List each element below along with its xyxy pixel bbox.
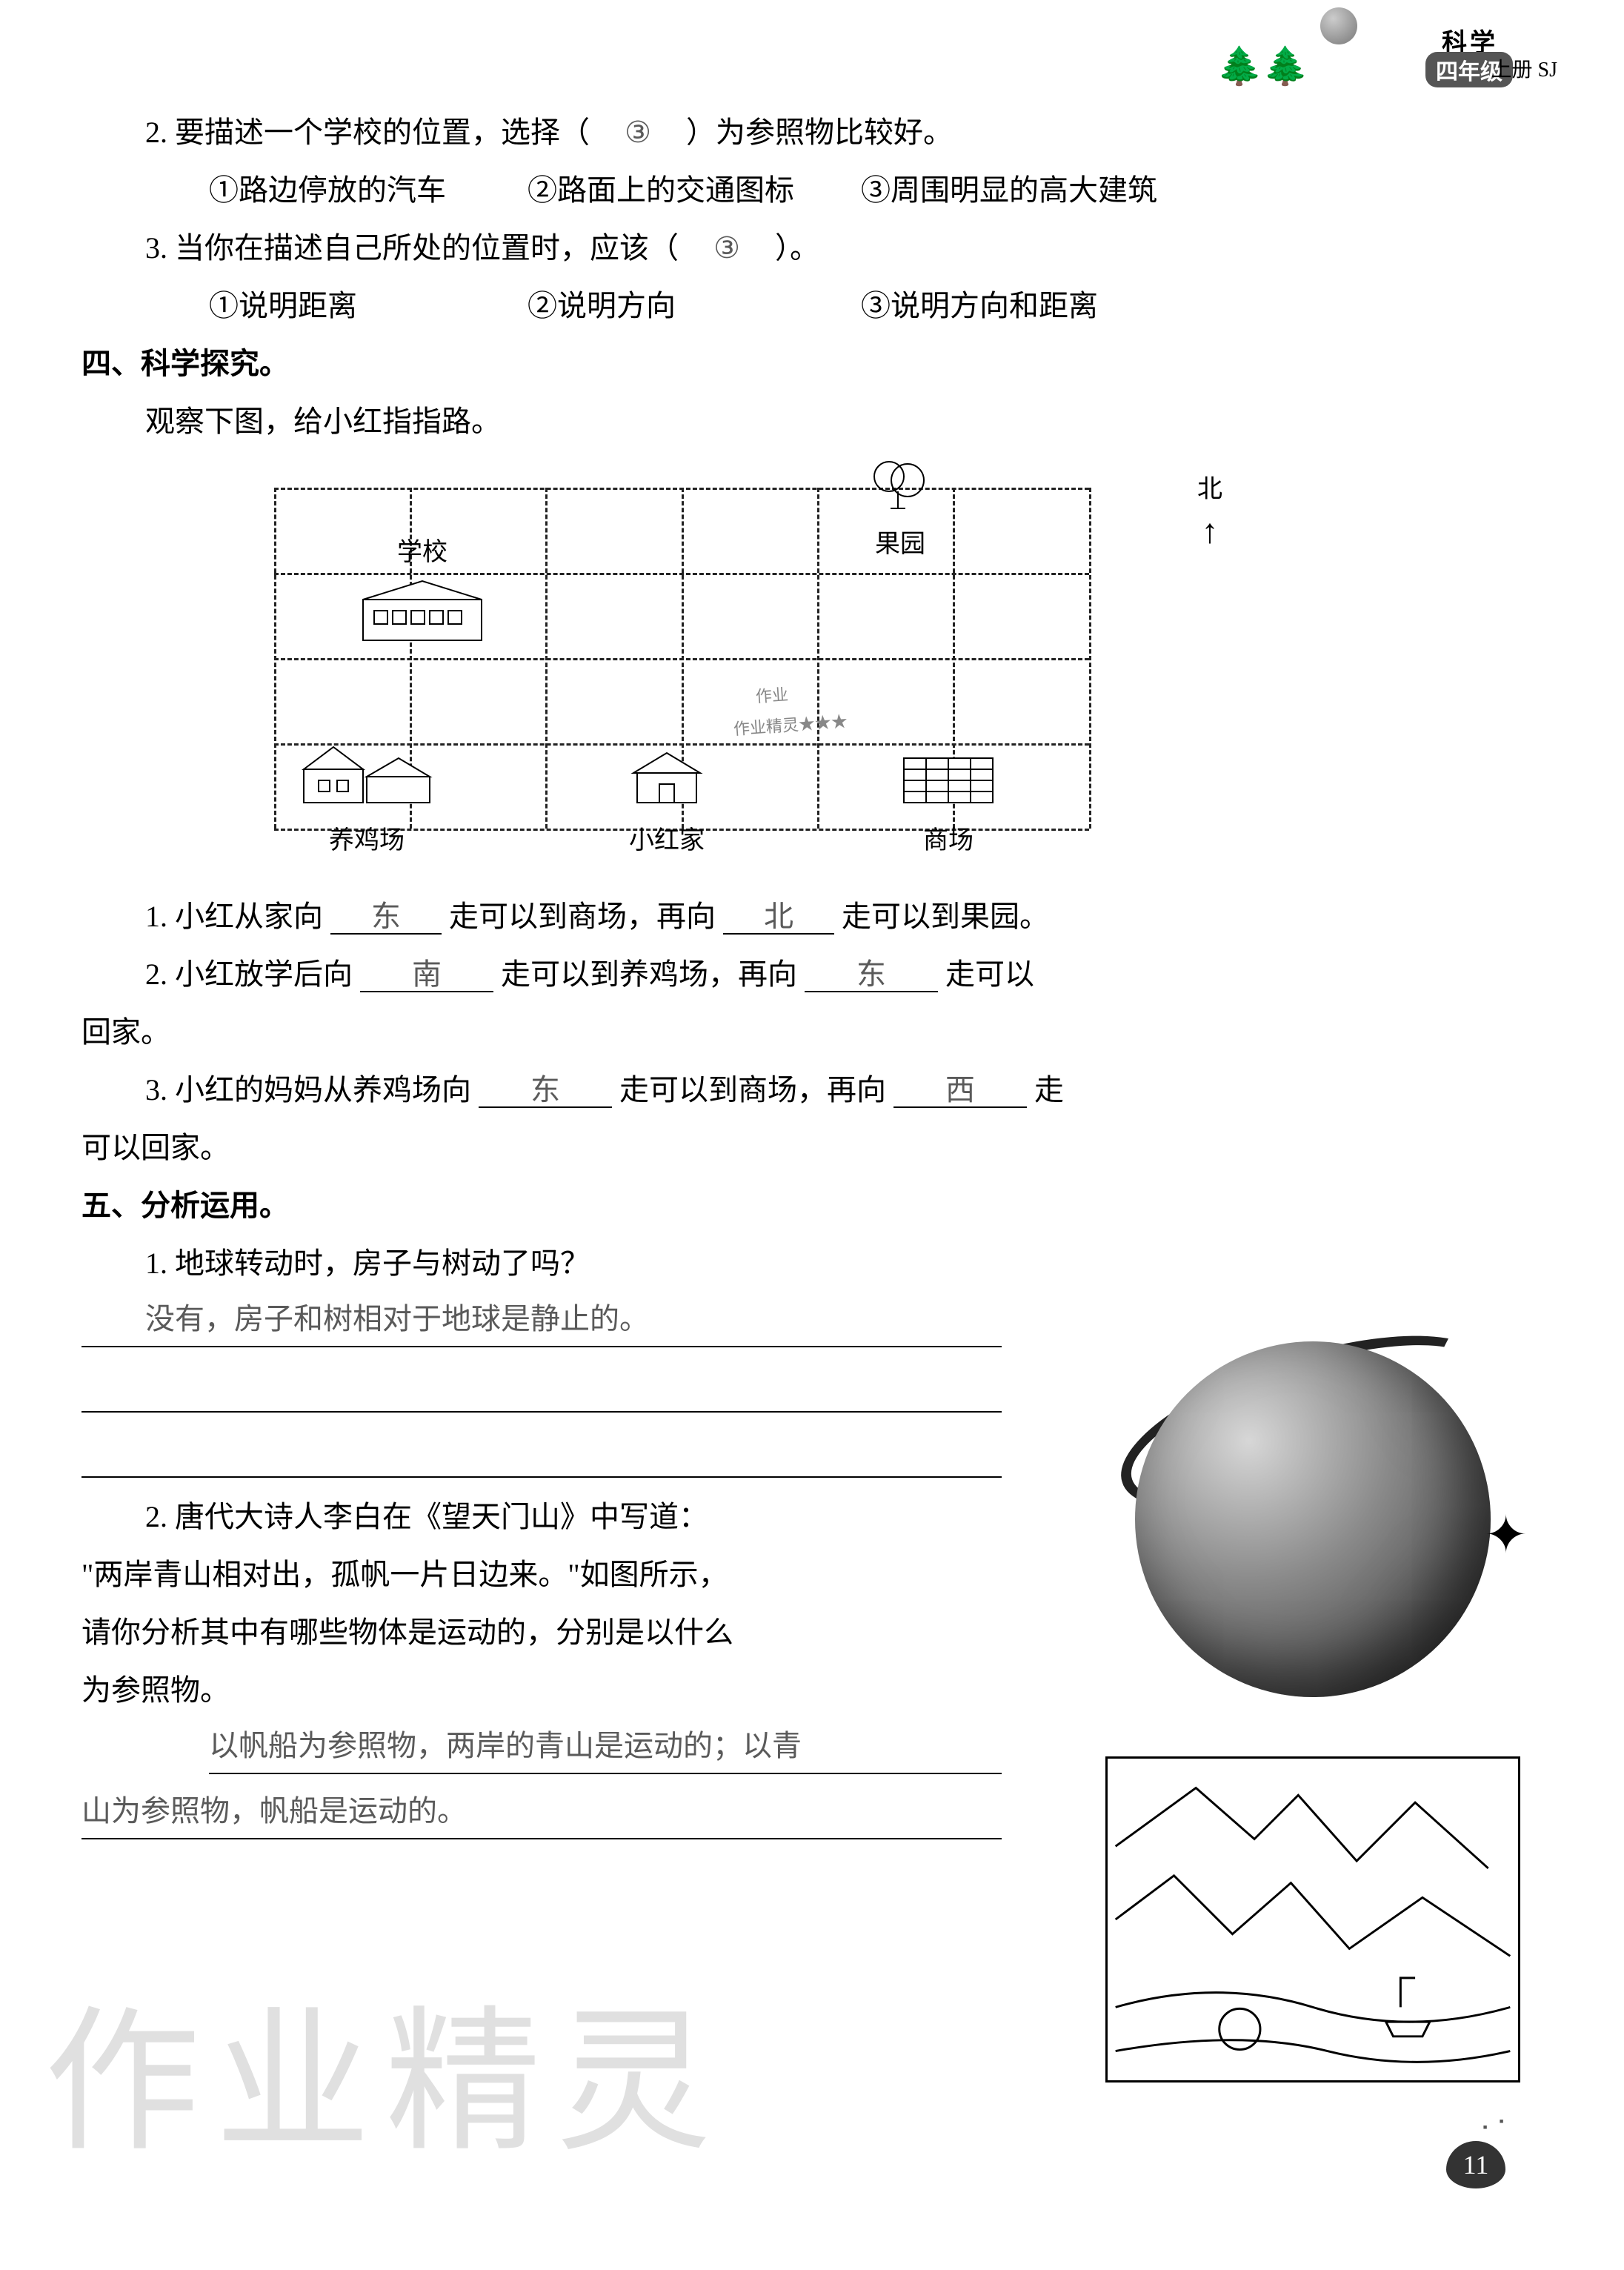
sec5-q2-line2: "两岸青山相对出，孤帆一片日边来。"如图所示， [81,1546,1068,1604]
school-label: 学校 [397,539,447,566]
map-mall: 商场 [896,747,1000,866]
q3-opt1: ①说明距离 [209,277,520,335]
q2-opt3: ③周围明显的高大建筑 [861,173,1157,207]
q3-opt3: ③说明方向和距离 [861,289,1098,322]
sec5-q1-stem: 1. 地球转动时，房子与树动了吗？ [81,1235,1068,1292]
map-farm: 养鸡场 [296,740,437,866]
sec4-q1: 1. 小红从家向 东 走可以到商场，再向 北 走可以到果园。 [81,888,1543,946]
map-home: 小红家 [622,747,711,866]
farm-label: 养鸡场 [329,827,405,854]
mall-label: 商场 [923,827,974,854]
planet-icon [1320,7,1357,44]
sec4-q1-b: 走可以到商场，再向 [449,900,716,933]
q3-text-b: ）。 [775,231,819,265]
q2-opt1: ①路边停放的汽车 [209,162,520,219]
north-indicator: 北 ↑ [1197,465,1222,548]
sec4-q2-c: 走可以 [945,958,1034,991]
sec5-q1-blank2 [81,1423,1002,1478]
sec5-q2-line4: 为参照物。 [81,1662,1068,1719]
mall-icon [896,747,1000,814]
header-volume: 上册 SJ [1491,53,1557,83]
north-arrow-icon: ↑ [1197,514,1222,548]
sec5-q2-ans1: 以帆船为参照物，两岸的青山是运动的；以青 [209,1719,1002,1774]
sec4-head: 四、科学探究。 [81,335,1543,393]
page-header: 🌲🌲 科学 四年级 上册 SJ [1231,15,1543,104]
sec4-q3-b: 走可以到商场，再向 [619,1073,886,1106]
q2-text-b: ）为参照物比较好。 [686,116,953,149]
satellite-icon: ✦ [1484,1504,1528,1566]
sec4-q1-c: 走可以到果园。 [842,900,1049,933]
sec5-q2-line1: 2. 唐代大诗人李白在《望天门山》中写道： [81,1488,1068,1546]
q2-opt2: ②路面上的交通图标 [528,162,853,219]
map-orchard: 果园 [867,458,934,569]
sec4-q2-b: 走可以到养鸡场，再向 [501,958,797,991]
orchard-label: 果园 [875,531,925,558]
sec5-q1-num: 1. [145,1247,167,1280]
sec5-head: 五、分析运用。 [81,1177,1543,1235]
q2-num: 2. [145,116,167,149]
sec4-q3-a: 小红的妈妈从养鸡场向 [175,1073,471,1106]
sec4-q2: 2. 小红放学后向 南 走可以到养鸡场，再向 东 走可以 [81,946,1543,1003]
sec5-q1-text: 地球转动时，房子与树动了吗？ [175,1247,590,1280]
school-icon [359,577,485,651]
globe-ball-icon [1135,1341,1491,1697]
q2-stem: 2. 要描述一个学校的位置，选择（ ③ ）为参照物比较好。 [81,104,1543,162]
map-watermark1: 作业 [755,680,790,714]
sec4-q2-num: 2. [145,958,167,991]
sec5-q2-ans2: 山为参照物，帆船是运动的。 [81,1785,1002,1839]
pawprint-icon: ⠄⠂ [1480,2111,1513,2137]
sec4-q2-cont: 回家。 [81,1003,1543,1061]
mountain-figure [1105,1756,1520,2083]
sec4-q3-ans1: 东 [479,1074,612,1108]
sec4-q3-num: 3. [145,1073,167,1106]
watermark-footer: 作业精灵 [44,1956,726,2181]
sec4-q3-c: 走 [1034,1073,1064,1106]
q3-answer: ③ [686,219,768,277]
map-school: 学校 [359,528,485,654]
farm-icon [296,740,437,814]
q2-answer: ③ [597,104,679,162]
sec4-q3: 3. 小红的妈妈从养鸡场向 东 走可以到商场，再向 西 走 [81,1061,1543,1119]
sec5-q2-num: 2. [145,1500,167,1533]
sec5-q2-line3: 请你分析其中有哪些物体是运动的，分别是以什么 [81,1604,1068,1662]
sec4-q3-cont: 可以回家。 [81,1119,1543,1177]
sec4-q1-ans1: 东 [330,900,442,935]
house-icon [622,747,711,814]
sec5-q1-blank1 [81,1358,1002,1413]
sec4-q2-ans2: 东 [805,958,938,992]
page-number: 11 [1446,2141,1505,2188]
sec4-q2-ans1: 南 [360,958,493,992]
sec4-q2-a: 小红放学后向 [175,958,353,991]
decor-rule: ※※※※※※※※※※※※※※※※※※※※※※※※※※※※※※※※※※※※※※※※… [81,82,1291,83]
sec4-intro: 观察下图，给小红指指路。 [81,393,1543,451]
q2-options: ①路边停放的汽车 ②路面上的交通图标 ③周围明显的高大建筑 [81,162,1543,219]
q3-num: 3. [145,231,167,265]
q3-text-a: 当你在描述自己所处的位置时，应该（ [175,231,679,265]
q3-options: ①说明距离 ②说明方向 ③说明方向和距离 [81,277,1543,335]
map-diagram: 北 ↑ 果园 学校 [274,458,1237,873]
sec4-q1-ans2: 北 [723,900,834,935]
q3-opt2: ②说明方向 [528,277,853,335]
sec4-q1-a: 小红从家向 [175,900,323,933]
q3-stem: 3. 当你在描述自己所处的位置时，应该（ ③ ）。 [81,219,1543,277]
north-label: 北 [1197,476,1222,503]
q2-text-a: 要描述一个学校的位置，选择（ [175,116,590,149]
sec4-q1-num: 1. [145,900,167,933]
globe-figure: ✦ [1105,1312,1520,1727]
sec5-q1-ans: 没有，房子和树相对于地球是静止的。 [81,1292,1002,1347]
sec4-q3-ans2: 西 [893,1074,1027,1108]
tree-icon [867,458,934,517]
sec5-q2-t1: 唐代大诗人李白在《望天门山》中写道： [175,1500,708,1533]
home-label: 小红家 [629,827,705,854]
